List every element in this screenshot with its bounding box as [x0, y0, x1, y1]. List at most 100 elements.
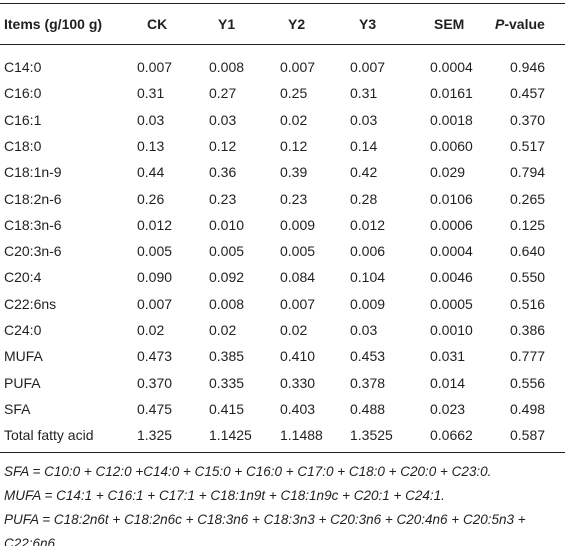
cell-value: 0.473 — [137, 348, 173, 365]
cell-value: 0.794 — [510, 164, 546, 181]
cell-value: 0.005 — [209, 243, 245, 260]
header-rule — [0, 44, 565, 45]
cell-value: 0.023 — [430, 400, 466, 417]
cell-value: 0.014 — [430, 374, 466, 391]
cell-value: 0.488 — [350, 400, 386, 417]
cell-value: 0.0006 — [430, 216, 473, 233]
cell-value: 0.0005 — [430, 295, 473, 312]
cell-value: 0.330 — [280, 374, 316, 391]
cell-value: 0.007 — [137, 59, 173, 75]
cell-value: 1.3525 — [350, 427, 393, 444]
cell-value: 0.0046 — [430, 269, 473, 286]
cell-value: 0.0060 — [430, 137, 473, 154]
cell-value: 0.0004 — [430, 59, 473, 75]
cell-value: 0.12 — [280, 137, 308, 154]
header-cell: Y2 — [288, 16, 306, 32]
row-label: C14:0 — [4, 59, 42, 75]
cell-value: 0.556 — [510, 374, 546, 391]
cell-value: 0.498 — [510, 400, 546, 417]
cell-value: 0.0161 — [430, 85, 473, 102]
cell-value: 0.640 — [510, 243, 546, 260]
cell-value: 0.03 — [209, 111, 237, 128]
cell-value: 0.265 — [510, 190, 546, 207]
cell-value: 0.44 — [137, 164, 165, 181]
cell-value: 0.946 — [510, 59, 546, 75]
header-text: P — [495, 16, 505, 32]
cell-value: 0.517 — [510, 137, 546, 154]
cell-value: 0.005 — [137, 243, 173, 260]
cell-value: 0.457 — [510, 85, 546, 102]
cell-value: 0.36 — [209, 164, 237, 181]
cell-value: 0.475 — [137, 400, 173, 417]
cell-value: 0.403 — [280, 400, 316, 417]
bottom-rule — [0, 452, 565, 453]
cell-value: 0.029 — [430, 164, 466, 181]
cell-value: 0.42 — [350, 164, 378, 181]
cell-value: 0.009 — [350, 295, 386, 312]
cell-value: 0.02 — [137, 322, 165, 338]
cell-value: 0.084 — [280, 269, 316, 286]
cell-value: 0.02 — [280, 322, 308, 338]
cell-value: 0.370 — [510, 111, 546, 128]
cell-value: 0.0010 — [430, 322, 473, 338]
cell-value: 0.007 — [137, 295, 173, 312]
row-label: Total fatty acid — [4, 427, 94, 444]
cell-value: 0.005 — [280, 243, 316, 260]
cell-value: 0.03 — [350, 111, 378, 128]
cell-value: 0.0004 — [430, 243, 473, 260]
cell-value: 0.012 — [137, 216, 173, 233]
cell-value: 0.370 — [137, 374, 173, 391]
row-label: C18:3n-6 — [4, 216, 62, 233]
cell-value: 0.0106 — [430, 190, 473, 207]
cell-value: 1.1488 — [280, 427, 323, 444]
cell-value: 0.587 — [510, 427, 546, 444]
footnote: SFA = C10:0 + C12:0 +C14:0 + C15:0 + C16… — [4, 464, 492, 479]
cell-value: 0.03 — [137, 111, 165, 128]
row-label: MUFA — [4, 348, 43, 365]
cell-value: 0.02 — [209, 322, 237, 338]
cell-value: 0.090 — [137, 269, 173, 286]
cell-value: 0.410 — [280, 348, 316, 365]
row-label: C18:2n-6 — [4, 190, 62, 207]
footnote: MUFA = C14:1 + C16:1 + C17:1 + C18:1n9t … — [4, 488, 445, 503]
header-cell: Items (g/100 g) — [4, 16, 103, 32]
header-cell: P-value — [495, 15, 545, 33]
cell-value: 0.13 — [137, 137, 165, 154]
header-cell: Y3 — [359, 16, 377, 32]
cell-value: 0.27 — [209, 85, 237, 102]
cell-value: 0.335 — [209, 374, 245, 391]
cell-value: 0.007 — [350, 59, 386, 75]
cell-value: 0.007 — [280, 295, 316, 312]
cell-value: 0.03 — [350, 322, 378, 338]
cell-value: 0.010 — [209, 216, 245, 233]
cell-value: 0.386 — [510, 322, 546, 338]
header-text: -value — [504, 16, 545, 32]
cell-value: 0.550 — [510, 269, 546, 286]
cell-value: 0.25 — [280, 85, 308, 102]
cell-value: 0.012 — [350, 216, 386, 233]
row-label: C20:3n-6 — [4, 243, 62, 260]
cell-value: 0.006 — [350, 243, 386, 260]
cell-value: 0.31 — [350, 85, 378, 102]
row-label: C20:4 — [4, 269, 42, 286]
cell-value: 0.378 — [350, 374, 386, 391]
cell-value: 0.39 — [280, 164, 308, 181]
row-label: C24:0 — [4, 322, 42, 338]
cell-value: 0.31 — [137, 85, 165, 102]
cell-value: 0.0662 — [430, 427, 473, 444]
cell-value: 0.104 — [350, 269, 386, 286]
cell-value: 0.007 — [280, 59, 316, 75]
cell-value: 0.009 — [280, 216, 316, 233]
cell-value: 0.031 — [430, 348, 466, 365]
cell-value: 0.14 — [350, 137, 378, 154]
cell-value: 1.1425 — [209, 427, 252, 444]
cell-value: 0.02 — [280, 111, 308, 128]
cell-value: 0.008 — [209, 59, 245, 75]
top-rule — [0, 3, 565, 4]
cell-value: 0.26 — [137, 190, 165, 207]
row-label: SFA — [4, 400, 31, 417]
cell-value: 0.008 — [209, 295, 245, 312]
cell-value: 0.415 — [209, 400, 245, 417]
row-label: C18:1n-9 — [4, 164, 62, 181]
